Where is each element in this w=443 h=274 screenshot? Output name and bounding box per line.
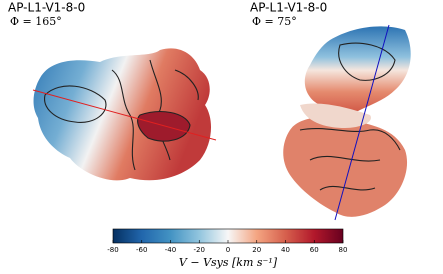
tick-label: 60 <box>310 246 319 254</box>
tick-label: -80 <box>107 246 118 254</box>
colorbar-label: V − Vsys [km s⁻¹] <box>179 256 278 269</box>
velocity-map-left <box>32 48 217 181</box>
velocity-map-right <box>283 24 411 221</box>
panel-title: AP-L1-V1-8-0 <box>250 1 327 15</box>
panel-subtitle: Φ = 75° <box>252 15 297 28</box>
tick-label: -40 <box>165 246 176 254</box>
tick-label: -60 <box>136 246 147 254</box>
panel-title: AP-L1-V1-8-0 <box>8 1 85 15</box>
tick-label: -20 <box>194 246 205 254</box>
panel-subtitle: Φ = 165° <box>10 15 62 28</box>
tick-label: 40 <box>281 246 290 254</box>
tick-label: 20 <box>252 246 261 254</box>
tick-label: 0 <box>226 246 230 254</box>
tick-label: 80 <box>339 246 348 254</box>
